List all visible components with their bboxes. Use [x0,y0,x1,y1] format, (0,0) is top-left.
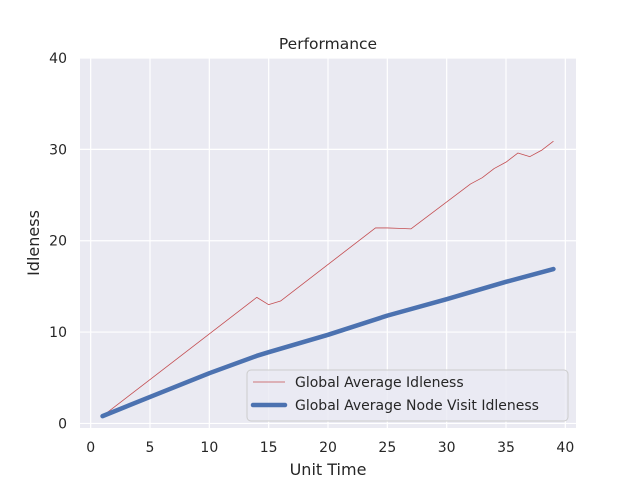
legend-label-global-average-idleness: Global Average Idleness [295,375,464,391]
y-tick-label: 30 [49,142,67,158]
y-tick-label: 0 [58,416,67,432]
chart-title: Performance [279,35,377,53]
x-tick-label: 15 [260,440,278,456]
x-tick-label: 10 [200,440,218,456]
x-tick-labels: 0 5 10 15 20 25 30 35 40 [86,440,574,456]
x-tick-label: 40 [556,440,574,456]
x-tick-label: 35 [497,440,515,456]
legend-box [246,369,569,422]
y-tick-label: 20 [49,234,67,250]
x-axis-label: Unit Time [290,460,367,479]
x-tick-label: 0 [86,440,95,456]
y-gridlines [80,57,576,425]
y-tick-label: 10 [49,325,67,341]
y-tick-label: 40 [49,51,67,67]
x-tick-label: 25 [378,440,396,456]
x-tick-label: 30 [438,440,456,456]
y-axis-label: Idleness [24,210,43,276]
series-global-average-node-visit-idleness [100,266,556,419]
legend-label-node-visit-idleness: Global Average Node Visit Idleness [295,398,539,414]
x-tick-label: 5 [146,440,155,456]
y-tick-labels: 0 10 20 30 40 [49,51,67,432]
series-global-average-idleness [102,140,554,417]
x-gridlines [90,58,566,428]
legend: Global Average Idleness Global Average N… [246,369,569,422]
series-layer [100,140,556,419]
x-tick-label: 20 [319,440,337,456]
